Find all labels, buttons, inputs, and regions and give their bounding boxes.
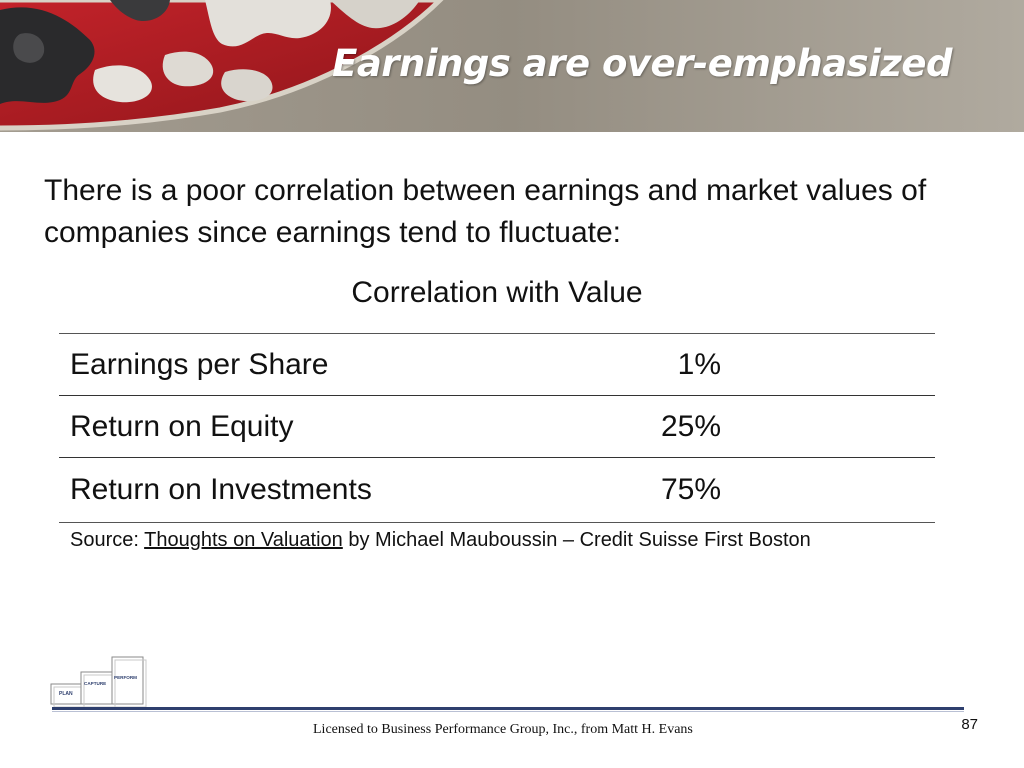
logo-step-perform: PERFORM	[114, 675, 137, 680]
table-row: Return on Equity 25%	[59, 395, 935, 458]
footer-rule	[52, 707, 964, 710]
table-row: Earnings per Share 1%	[59, 333, 935, 396]
correlation-table: Earnings per Share 1% Return on Equity 2…	[59, 333, 935, 523]
license-notice: Licensed to Business Performance Group, …	[313, 722, 693, 737]
source-suffix: by Michael Mauboussin – Credit Suisse Fi…	[342, 529, 811, 551]
logo-step-capture: CAPTURE	[84, 681, 106, 686]
metric-label: Earnings per Share	[59, 333, 509, 396]
slide-title: Earnings are over-emphasized	[332, 42, 952, 85]
metric-value: 75%	[509, 457, 935, 523]
puzzle-banner-graphic	[0, 0, 1024, 132]
table-row: Return on Investments 75%	[59, 457, 935, 523]
table-caption: Correlation with Value	[351, 276, 643, 309]
source-book-title: Thoughts on Valuation	[144, 529, 343, 551]
metric-label: Return on Investments	[59, 457, 509, 523]
source-citation: Source: Thoughts on Valuation by Michael…	[70, 529, 811, 552]
metric-value: 1%	[509, 333, 935, 396]
metric-value: 25%	[509, 395, 935, 458]
plan-capture-perform-logo: PLAN CAPTURE PERFORM	[50, 656, 147, 708]
metric-label: Return on Equity	[59, 395, 509, 458]
logo-step-plan: PLAN	[59, 691, 73, 697]
intro-text: There is a poor correlation between earn…	[44, 174, 927, 249]
footer-rule-accent	[52, 711, 964, 712]
page-number: 87	[961, 716, 978, 733]
source-prefix: Source:	[70, 529, 145, 551]
title-banner: Earnings are over-emphasized	[0, 0, 1024, 132]
